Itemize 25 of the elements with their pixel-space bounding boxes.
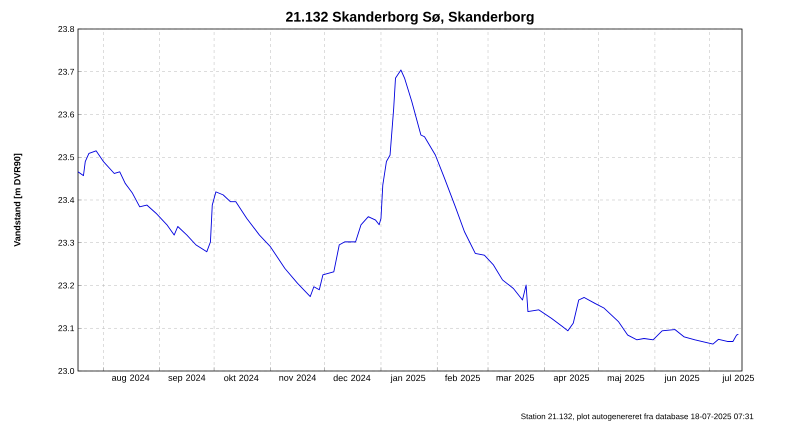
y-tick-label: 23.6 — [58, 111, 74, 118]
y-tick-label: 23.7 — [58, 68, 74, 75]
x-tick-label: aug 2024 — [112, 374, 150, 383]
x-tick-label: jul 2025 — [722, 374, 754, 383]
y-tick-label: 23.4 — [58, 196, 74, 203]
line-series — [78, 70, 739, 345]
x-tick-label: sep 2024 — [168, 374, 206, 383]
x-tick-label: okt 2024 — [224, 374, 259, 382]
y-tick-label: 23.1 — [58, 325, 74, 332]
x-tick-label: nov 2024 — [279, 374, 316, 381]
text: Station 21.132, plot autogenereret fra database 18-07-2025 07:31 — [521, 413, 754, 421]
x-tick-label: maj 2025 — [608, 374, 644, 383]
x-tick-label: jan 2025 — [390, 374, 426, 383]
y-tick-label: 23.8 — [58, 26, 74, 32]
x-tick-label: apr 2025 — [554, 374, 590, 383]
x-tick-label: feb 2025 — [444, 374, 480, 382]
chart-title: 21.132 Skanderborg Sø, Skanderborg — [286, 11, 534, 25]
y-tick-label: 23.2 — [58, 282, 74, 288]
y-tick-label: 23.3 — [58, 240, 74, 246]
x-tick-label: jun 2025 — [664, 374, 700, 383]
y-tick-label: 23.5 — [58, 154, 74, 160]
x-tick-label: mar 2025 — [496, 374, 534, 381]
y-axis-title: Vandstand [m DVR90] — [14, 154, 22, 247]
x-tick-label: dec 2024 — [334, 374, 370, 382]
y-tick-label: 23.0 — [58, 368, 74, 374]
